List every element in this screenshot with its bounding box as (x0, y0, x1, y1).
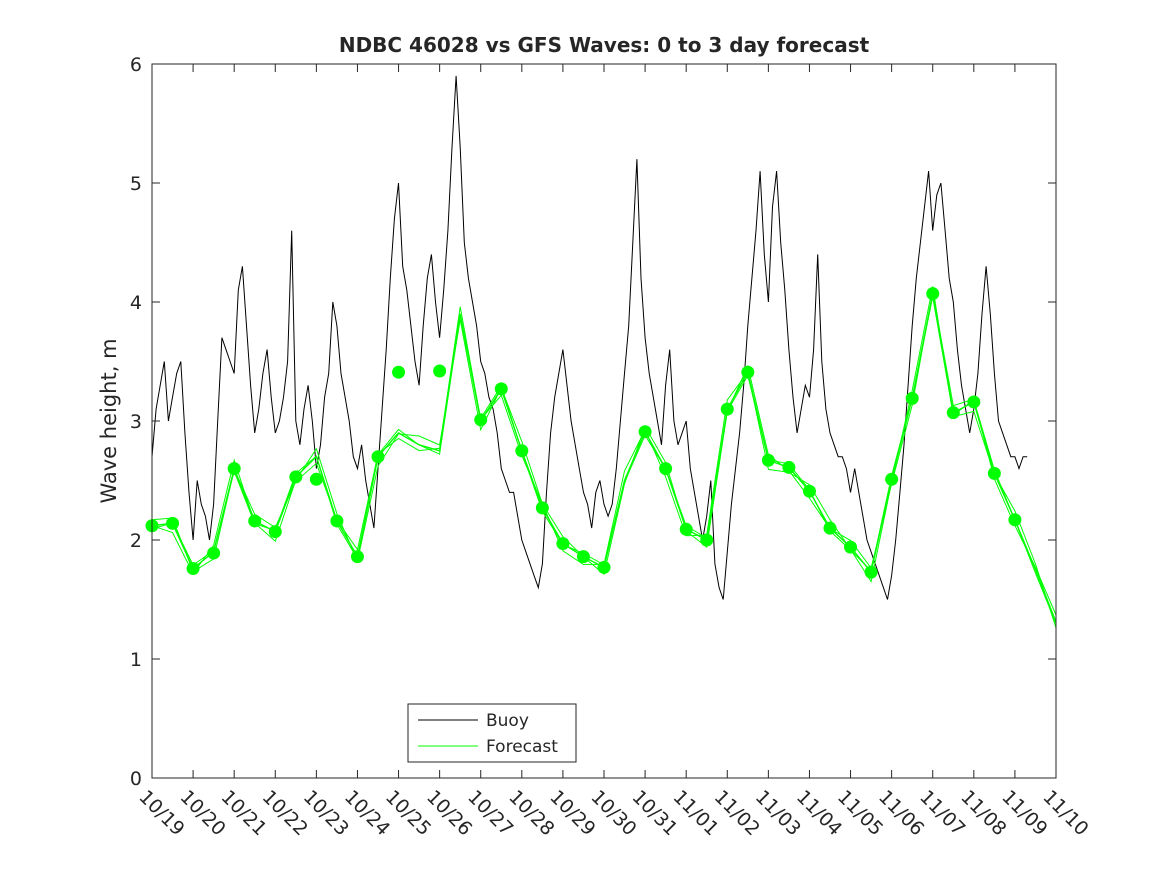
plot-area (152, 64, 1056, 778)
forecast-point (926, 287, 940, 301)
forecast-point (268, 525, 282, 539)
legend-buoy-label: Buoy (486, 711, 529, 731)
forecast-point (494, 382, 508, 396)
forecast-point (802, 484, 816, 498)
forecast-point (515, 444, 529, 458)
forecast-point (761, 453, 775, 467)
y-tick-label: 6 (130, 54, 142, 76)
forecast-point (392, 365, 406, 379)
buoy-series-line (151, 75, 1028, 600)
y-tick-label: 2 (130, 530, 142, 552)
forecast-point (186, 562, 200, 576)
legend-forecast-label: Forecast (486, 737, 558, 757)
forecast-point (659, 462, 673, 476)
forecast-point (166, 516, 180, 530)
forecast-point (905, 391, 919, 405)
forecast-point (227, 462, 241, 476)
forecast-point (741, 365, 755, 379)
forecast-point (330, 514, 344, 528)
forecast-point (720, 402, 734, 416)
forecast-point (885, 472, 899, 486)
forecast-point (987, 466, 1001, 480)
forecast-point (576, 550, 590, 564)
forecast-point (289, 470, 303, 484)
series-layer (145, 75, 1057, 629)
forecast-point (433, 364, 447, 378)
forecast-point (371, 450, 385, 464)
y-tick-label: 3 (130, 411, 142, 433)
forecast-point (700, 533, 714, 547)
forecast-point (597, 560, 611, 574)
forecast-point (309, 472, 323, 486)
forecast-point (823, 521, 837, 535)
forecast-point (248, 514, 262, 528)
forecast-point (782, 460, 796, 474)
y-axis-label: Wave height, m (97, 338, 121, 503)
y-tick-label: 5 (130, 173, 142, 195)
forecast-point (679, 522, 693, 536)
forecast-point (556, 537, 570, 551)
forecast-point (946, 406, 960, 420)
chart-title: NDBC 46028 vs GFS Waves: 0 to 3 day fore… (339, 33, 870, 57)
y-tick-label: 0 (130, 768, 142, 790)
y-tick-label: 4 (130, 292, 142, 314)
y-tick-label: 1 (130, 649, 142, 671)
forecast-point (474, 413, 488, 427)
forecast-point (350, 550, 364, 564)
legend: Buoy Forecast (407, 703, 577, 763)
forecast-point (207, 546, 221, 560)
forecast-point (1008, 513, 1022, 527)
forecast-point (864, 565, 878, 579)
forecast-point (638, 425, 652, 439)
forecast-point (967, 395, 981, 409)
forecast-cycle-line (151, 292, 1057, 616)
legend-box (407, 703, 577, 763)
forecast-point (535, 501, 549, 515)
y-axis: 0 1 2 3 4 5 6 (130, 54, 1056, 790)
forecast-point (844, 540, 858, 554)
